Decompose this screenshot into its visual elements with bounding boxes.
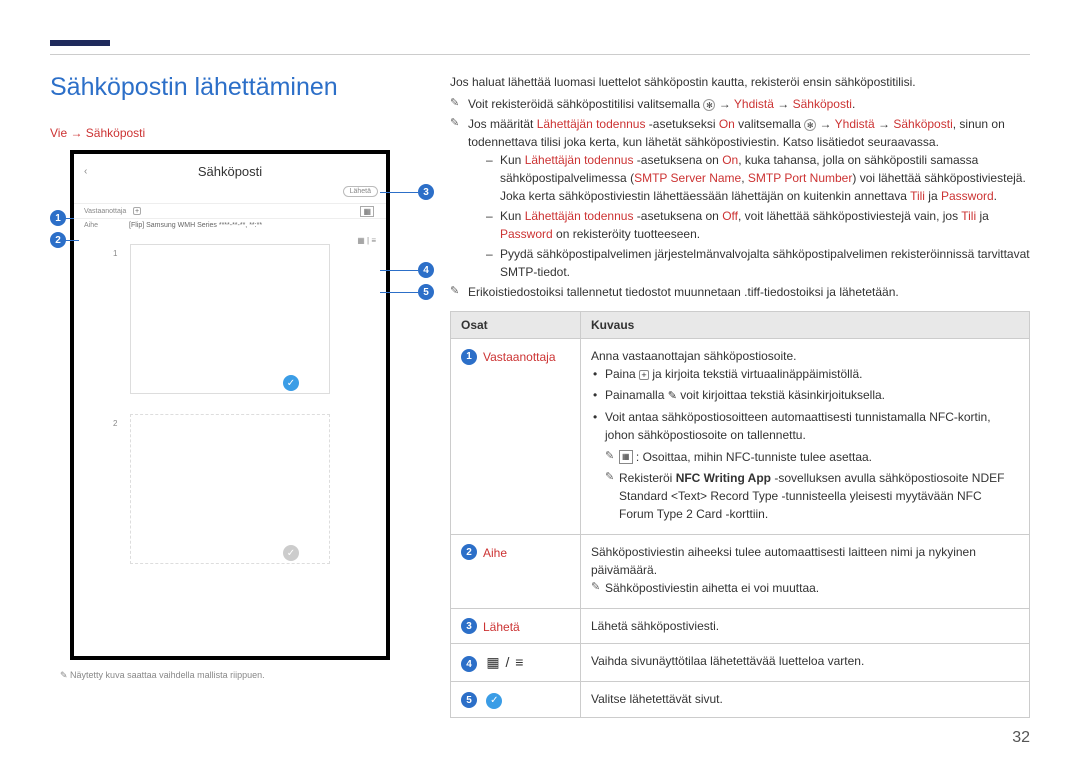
callout-4: 4: [418, 262, 434, 278]
page-title: Sähköpostin lähettäminen: [50, 73, 420, 102]
note-auth-on: Jos määrität Lähettäjän todennus -asetuk…: [450, 115, 1030, 281]
row-select: 5 ✓ Valitse lähetettävät sivut.: [451, 682, 1030, 718]
grid-icon: ▦ / ≡: [486, 654, 524, 670]
sub-auth-on: Kun Lähettäjän todennus -asetuksena on O…: [486, 151, 1030, 205]
gear-icon: ✻: [804, 119, 816, 131]
nfc-icon: ▦: [619, 450, 633, 464]
badge-2: 2: [461, 544, 477, 560]
badge-5: 5: [461, 692, 477, 708]
callout-3: 3: [418, 184, 434, 200]
mock-header: ‹ Sähköposti: [74, 154, 386, 185]
header-rule: [50, 54, 1030, 55]
badge-3: 3: [461, 618, 477, 634]
note-register: Voit rekisteröidä sähköpostitilisi valit…: [450, 95, 1030, 113]
badge-4: 4: [461, 656, 477, 672]
sub-smtp: Pyydä sähköpostipalvelimen järjestelmänv…: [486, 245, 1030, 281]
mock-recipient-row: Vastaanottaja + ▦: [74, 203, 386, 218]
callout-2: 2: [50, 232, 66, 248]
nfc-icon: ▦: [360, 206, 374, 217]
header-accent: [50, 40, 110, 46]
sub-auth-off: Kun Lähettäjän todennus -asetuksena on O…: [486, 207, 1030, 243]
row-subject: 2Aihe Sähköpostiviestin aiheeksi tulee a…: [451, 534, 1030, 608]
mock-send-button: Lähetä: [343, 186, 378, 197]
r1-pencil: Painamalla ✎ voit kirjoittaa tekstiä käs…: [591, 386, 1019, 405]
th-desc: Kuvaus: [581, 312, 1030, 339]
view-icons: ▦ | ≡: [357, 236, 376, 245]
r1-nfc-pos: ▦ : Osoittaa, mihin NFC-tunniste tulee a…: [605, 448, 1019, 466]
th-parts: Osat: [451, 312, 581, 339]
gear-icon: ✻: [703, 99, 715, 111]
badge-1: 1: [461, 349, 477, 365]
callout-1: 1: [50, 210, 66, 226]
back-icon: ‹: [84, 166, 87, 177]
row-view: 4 ▦ / ≡ Vaihda sivunäyttötilaa lähetettä…: [451, 644, 1030, 682]
intro-text: Jos haluat lähettää luomasi luettelot sä…: [450, 73, 1030, 91]
caption-note: Näytetty kuva saattaa vaihdella mallista…: [60, 670, 420, 681]
mock-title: Sähköposti: [198, 164, 262, 179]
callout-5: 5: [418, 284, 434, 300]
row-send: 3Lähetä Lähetä sähköpostiviesti.: [451, 608, 1030, 644]
note-tiff: Erikoistiedostoiksi tallennetut tiedosto…: [450, 283, 1030, 301]
r2-note: Sähköpostiviestin aihetta ei voi muuttaa…: [591, 579, 1019, 597]
right-column: Jos haluat lähettää luomasi luettelot sä…: [450, 73, 1030, 718]
device-mock: 1 2 3 4 5 ‹ Sähköposti Lähetä Vastaanott…: [70, 150, 390, 660]
row-recipient: 1Vastaanottaja Anna vastaanottajan sähkö…: [451, 339, 1030, 535]
check-on-icon: ✓: [283, 375, 299, 391]
r1-plus: Paina + ja kirjoita tekstiä virtuaalinäp…: [591, 365, 1019, 383]
r1-nfc: Voit antaa sähköpostiosoitteen automaatt…: [591, 408, 1019, 523]
page-number: 32: [1012, 729, 1030, 747]
check-off-icon: ✓: [283, 545, 299, 561]
plus-icon: +: [133, 207, 141, 215]
page-thumb-1: 1 ✓: [130, 244, 330, 394]
breadcrumb: Vie → Sähköposti: [50, 126, 420, 140]
parts-table: Osat Kuvaus 1Vastaanottaja Anna vastaano…: [450, 311, 1030, 718]
check-icon: ✓: [486, 693, 502, 709]
mock-pages: ▦ | ≡ 1 ✓ 2 ✓: [74, 232, 386, 590]
r1-nfc-app: Rekisteröi NFC Writing App -sovelluksen …: [605, 469, 1019, 523]
mock-subject-row: Aihe [Flip] Samsung WMH Series ****-**-*…: [74, 218, 386, 232]
plus-icon: +: [639, 370, 649, 380]
left-column: Sähköpostin lähettäminen Vie → Sähköpost…: [50, 73, 420, 718]
pencil-icon: ✎: [668, 390, 677, 402]
page-thumb-2: 2 ✓: [130, 414, 330, 564]
